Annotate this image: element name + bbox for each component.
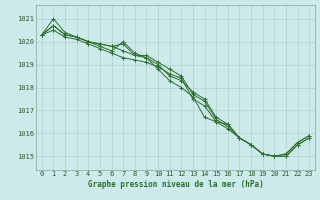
X-axis label: Graphe pression niveau de la mer (hPa): Graphe pression niveau de la mer (hPa)	[88, 180, 263, 189]
